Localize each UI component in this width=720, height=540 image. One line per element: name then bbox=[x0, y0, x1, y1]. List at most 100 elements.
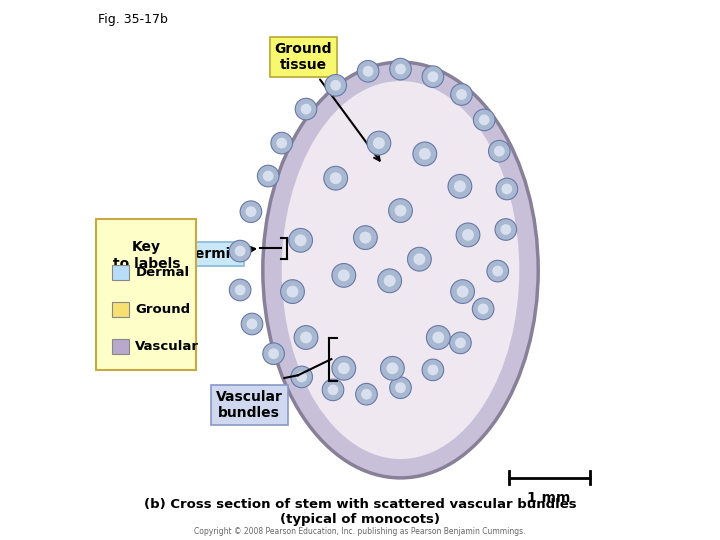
Ellipse shape bbox=[462, 229, 474, 241]
Ellipse shape bbox=[291, 366, 312, 388]
Ellipse shape bbox=[235, 246, 246, 256]
Ellipse shape bbox=[472, 298, 494, 320]
Ellipse shape bbox=[300, 332, 312, 343]
Ellipse shape bbox=[478, 303, 488, 314]
Ellipse shape bbox=[389, 199, 413, 222]
Ellipse shape bbox=[454, 180, 466, 192]
Ellipse shape bbox=[269, 348, 279, 359]
Ellipse shape bbox=[501, 184, 513, 194]
FancyBboxPatch shape bbox=[112, 265, 129, 280]
Ellipse shape bbox=[229, 279, 251, 301]
Ellipse shape bbox=[479, 114, 490, 125]
Ellipse shape bbox=[395, 382, 406, 393]
Ellipse shape bbox=[432, 332, 444, 343]
Ellipse shape bbox=[338, 269, 350, 281]
Ellipse shape bbox=[297, 372, 307, 382]
Ellipse shape bbox=[408, 247, 431, 271]
Text: Dermal: Dermal bbox=[135, 266, 189, 279]
Text: Ground: Ground bbox=[135, 303, 191, 316]
Text: Key
to labels: Key to labels bbox=[113, 240, 180, 271]
Ellipse shape bbox=[263, 171, 274, 181]
Ellipse shape bbox=[246, 206, 256, 217]
Ellipse shape bbox=[413, 142, 436, 166]
Ellipse shape bbox=[456, 223, 480, 247]
Ellipse shape bbox=[387, 362, 398, 374]
Ellipse shape bbox=[390, 377, 411, 399]
Ellipse shape bbox=[390, 58, 411, 80]
Ellipse shape bbox=[361, 389, 372, 400]
Ellipse shape bbox=[451, 280, 474, 303]
Ellipse shape bbox=[324, 166, 348, 190]
Ellipse shape bbox=[487, 260, 508, 282]
Ellipse shape bbox=[395, 205, 407, 217]
Ellipse shape bbox=[258, 165, 279, 187]
Ellipse shape bbox=[328, 384, 338, 395]
Ellipse shape bbox=[419, 148, 431, 160]
Ellipse shape bbox=[413, 253, 426, 265]
Ellipse shape bbox=[456, 286, 469, 298]
Ellipse shape bbox=[287, 286, 299, 298]
Ellipse shape bbox=[456, 89, 467, 100]
Ellipse shape bbox=[325, 75, 346, 96]
Ellipse shape bbox=[500, 224, 511, 235]
Text: Vascular: Vascular bbox=[135, 340, 199, 353]
Ellipse shape bbox=[263, 62, 539, 478]
Ellipse shape bbox=[330, 80, 341, 91]
Ellipse shape bbox=[474, 109, 495, 131]
Text: Ground
tissue: Ground tissue bbox=[274, 42, 379, 160]
Ellipse shape bbox=[451, 84, 472, 105]
Ellipse shape bbox=[246, 319, 258, 329]
Ellipse shape bbox=[263, 343, 284, 364]
Ellipse shape bbox=[357, 60, 379, 82]
Ellipse shape bbox=[496, 178, 518, 200]
Ellipse shape bbox=[294, 326, 318, 349]
Ellipse shape bbox=[448, 174, 472, 198]
Ellipse shape bbox=[295, 98, 317, 120]
Ellipse shape bbox=[294, 234, 307, 246]
Ellipse shape bbox=[422, 66, 444, 87]
Ellipse shape bbox=[428, 71, 438, 82]
Ellipse shape bbox=[373, 137, 385, 149]
Ellipse shape bbox=[240, 201, 262, 222]
Ellipse shape bbox=[323, 379, 344, 401]
Ellipse shape bbox=[235, 285, 246, 295]
Ellipse shape bbox=[488, 140, 510, 162]
Text: 1 mm: 1 mm bbox=[527, 491, 571, 505]
Ellipse shape bbox=[241, 313, 263, 335]
Ellipse shape bbox=[330, 172, 342, 184]
Ellipse shape bbox=[282, 81, 519, 459]
Ellipse shape bbox=[378, 269, 402, 293]
Ellipse shape bbox=[289, 228, 312, 252]
Ellipse shape bbox=[428, 364, 438, 375]
Ellipse shape bbox=[332, 264, 356, 287]
FancyBboxPatch shape bbox=[112, 302, 129, 317]
Ellipse shape bbox=[276, 138, 287, 148]
Ellipse shape bbox=[271, 132, 292, 154]
Ellipse shape bbox=[338, 362, 350, 374]
Text: Fig. 35-17b: Fig. 35-17b bbox=[98, 14, 168, 26]
Ellipse shape bbox=[356, 383, 377, 405]
Ellipse shape bbox=[494, 146, 505, 157]
Ellipse shape bbox=[332, 356, 356, 380]
Ellipse shape bbox=[354, 226, 377, 249]
Ellipse shape bbox=[359, 232, 372, 244]
Ellipse shape bbox=[381, 356, 405, 380]
Ellipse shape bbox=[281, 280, 305, 303]
Ellipse shape bbox=[426, 326, 450, 349]
Ellipse shape bbox=[449, 332, 472, 354]
Ellipse shape bbox=[229, 240, 251, 262]
Ellipse shape bbox=[367, 131, 391, 155]
Ellipse shape bbox=[492, 266, 503, 276]
Ellipse shape bbox=[395, 64, 406, 75]
FancyBboxPatch shape bbox=[112, 339, 129, 354]
Ellipse shape bbox=[363, 66, 374, 77]
Text: (b) Cross section of stem with scattered vascular bundles
(typical of monocots): (b) Cross section of stem with scattered… bbox=[144, 498, 576, 526]
Ellipse shape bbox=[495, 219, 517, 240]
FancyBboxPatch shape bbox=[96, 219, 197, 370]
Ellipse shape bbox=[301, 104, 311, 114]
Ellipse shape bbox=[422, 359, 444, 381]
Text: Copyright © 2008 Pearson Education, Inc. publishing as Pearson Benjamin Cummings: Copyright © 2008 Pearson Education, Inc.… bbox=[194, 526, 526, 536]
Text: Epidermis: Epidermis bbox=[162, 247, 255, 261]
Text: Vascular
bundles: Vascular bundles bbox=[216, 390, 283, 420]
Ellipse shape bbox=[384, 275, 396, 287]
